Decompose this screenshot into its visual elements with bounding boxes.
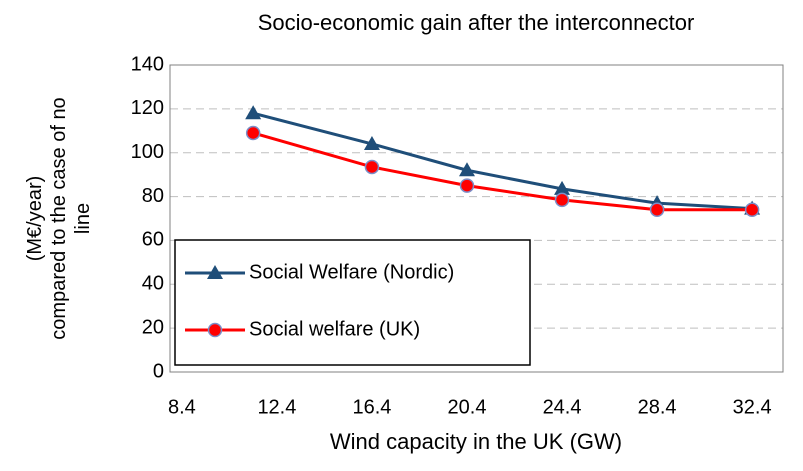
x-tick-label: 32.4	[733, 396, 772, 418]
y-tick-label: 60	[142, 229, 164, 251]
marker	[245, 125, 261, 141]
y-tick-label: 0	[153, 360, 164, 382]
legend-box	[174, 239, 531, 366]
marker	[554, 180, 571, 195]
y-axis-label-line: compared to the case of no	[48, 97, 70, 339]
x-tick-label: 28.4	[638, 396, 677, 418]
x-tick-label: 20.4	[448, 396, 487, 418]
y-axis-label: (M€/year) compared to the case of no line	[24, 97, 94, 339]
y-axis-label-line: (M€/year)	[24, 176, 46, 262]
marker	[458, 162, 475, 177]
legend-label: Social Welfare (Nordic)	[249, 261, 454, 283]
marker	[207, 322, 223, 338]
y-tick-label: 140	[131, 53, 164, 75]
x-axis-label: Wind capacity in the UK (GW)	[330, 429, 622, 454]
marker	[363, 135, 380, 150]
x-tick-label: 8.4	[168, 396, 196, 418]
marker	[649, 202, 665, 217]
marker	[245, 105, 262, 120]
y-tick-label: 40	[142, 273, 164, 295]
legend-label: Social welfare (UK)	[249, 318, 420, 340]
y-axis-label-line: line	[72, 203, 94, 234]
plot-frame	[169, 64, 784, 373]
y-tick-label: 20	[142, 316, 164, 338]
series-line	[252, 111, 753, 211]
y-tick-label: 100	[131, 141, 164, 163]
chart-title: Socio-economic gain after the interconne…	[258, 10, 695, 35]
marker	[459, 178, 475, 193]
marker	[207, 265, 223, 279]
marker	[744, 202, 760, 217]
y-tick-label: 120	[131, 97, 164, 119]
marker	[364, 159, 380, 175]
y-tick-label: 80	[142, 185, 164, 207]
x-tick-label: 12.4	[257, 396, 296, 418]
x-tick-label: 16.4	[352, 396, 391, 418]
marker	[554, 192, 570, 208]
series-line	[252, 131, 753, 212]
x-tick-label: 24.4	[543, 396, 582, 418]
